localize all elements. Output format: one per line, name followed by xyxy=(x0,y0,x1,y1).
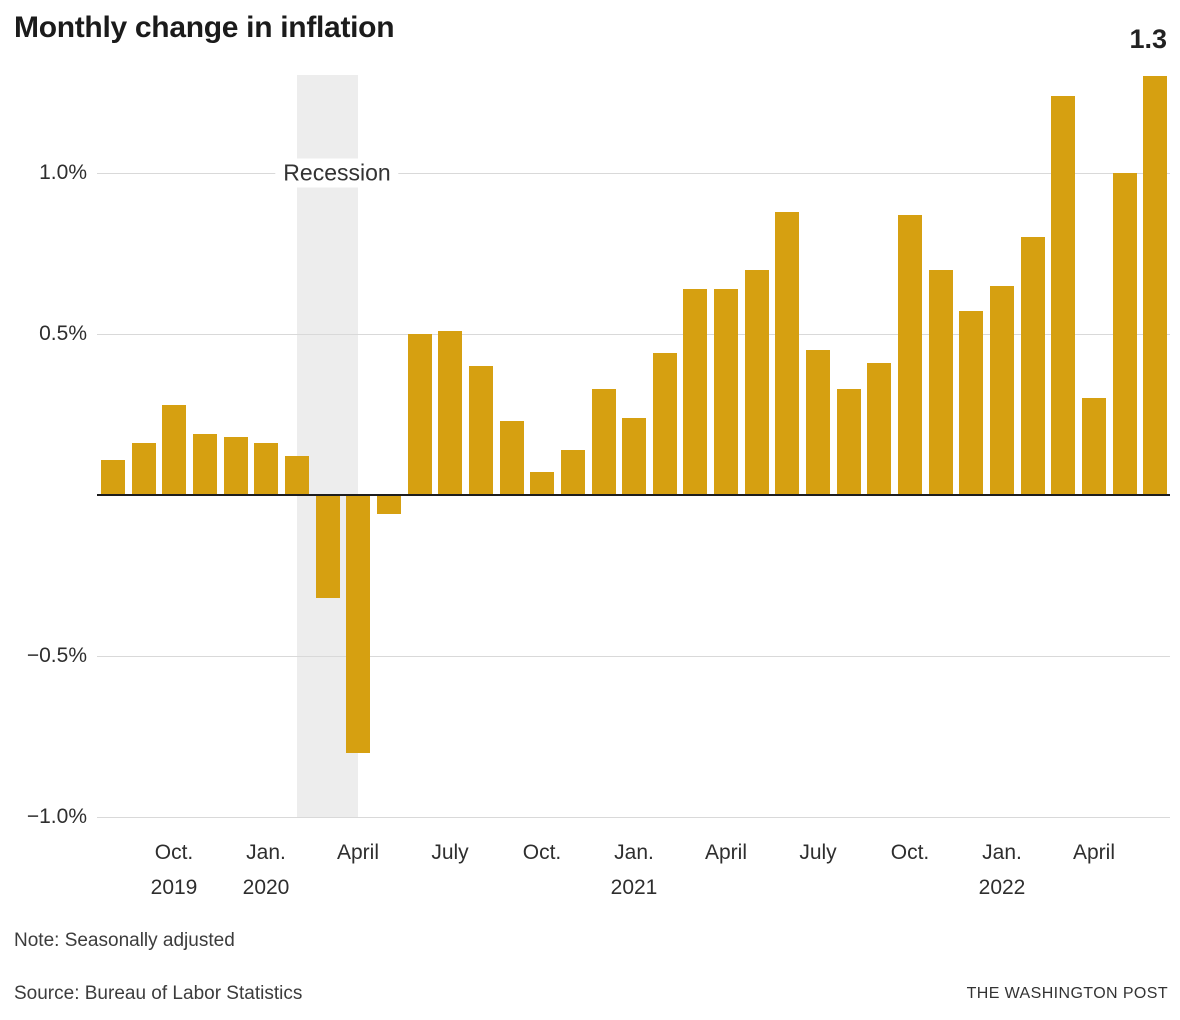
bar xyxy=(408,334,432,495)
x-axis-label: July xyxy=(385,835,515,870)
x-tick-month: July xyxy=(799,841,837,864)
bar xyxy=(959,311,983,495)
chart-title: Monthly change in inflation xyxy=(14,11,395,44)
x-tick-year: 2019 xyxy=(150,876,198,899)
bar xyxy=(530,472,554,495)
bar xyxy=(377,495,401,514)
x-axis-label: Oct. xyxy=(845,835,975,870)
bar xyxy=(622,418,646,495)
x-tick-month: July xyxy=(431,841,469,864)
bar xyxy=(806,350,830,495)
x-axis-label: July xyxy=(753,835,883,870)
x-tick-month: Oct. xyxy=(522,841,562,864)
zero-axis-line xyxy=(97,494,1170,496)
x-tick-month: Oct. xyxy=(890,841,930,864)
x-tick-month: Jan. xyxy=(246,841,286,864)
x-tick-month: Jan. xyxy=(982,841,1022,864)
x-axis-label: Oct. 2019 xyxy=(109,835,239,905)
bar xyxy=(162,405,186,495)
bar xyxy=(1082,398,1106,495)
bar xyxy=(132,443,156,495)
bar xyxy=(775,212,799,495)
bar xyxy=(745,270,769,495)
x-tick-year: 2022 xyxy=(978,876,1026,899)
bar xyxy=(101,460,125,495)
bar xyxy=(193,434,217,495)
x-axis-label: Jan. 2022 xyxy=(937,835,1067,905)
bar xyxy=(592,389,616,495)
bar xyxy=(500,421,524,495)
x-axis-label: Jan. 2020 xyxy=(201,835,331,905)
bar xyxy=(316,495,340,598)
bar xyxy=(438,331,462,495)
bar xyxy=(469,366,493,495)
bar xyxy=(653,353,677,495)
publisher-credit: THE WASHINGTON POST xyxy=(966,985,1168,1002)
chart-source: Source: Bureau of Labor Statistics xyxy=(14,983,303,1004)
x-tick-month: April xyxy=(704,841,747,864)
bar xyxy=(867,363,891,495)
x-axis-label: April xyxy=(1029,835,1159,870)
x-tick-month: Oct. xyxy=(154,841,194,864)
y-axis-label: −1.0% xyxy=(26,805,87,828)
bar xyxy=(285,456,309,495)
gridline xyxy=(97,334,1170,335)
bar xyxy=(929,270,953,495)
bar xyxy=(346,495,370,753)
bar xyxy=(1021,237,1045,495)
gridline xyxy=(97,817,1170,818)
gridline xyxy=(97,656,1170,657)
plot-area: Recession xyxy=(97,75,1170,818)
y-axis-label: 0.5% xyxy=(39,322,87,345)
bar xyxy=(898,215,922,495)
bar xyxy=(714,289,738,495)
x-axis-label: April xyxy=(661,835,791,870)
bar xyxy=(683,289,707,495)
x-axis-label: Oct. xyxy=(477,835,607,870)
bar xyxy=(990,286,1014,495)
y-axis-label: −0.5% xyxy=(26,644,87,667)
recession-label: Recession xyxy=(275,158,399,188)
bar xyxy=(561,450,585,495)
x-tick-month: April xyxy=(1072,841,1115,864)
y-axis-label: 1.0% xyxy=(39,161,87,184)
chart-note: Note: Seasonally adjusted xyxy=(14,930,235,951)
last-value-label: 1.3 xyxy=(1129,24,1167,54)
bar xyxy=(837,389,861,495)
x-tick-year: 2020 xyxy=(242,876,290,899)
bar xyxy=(1051,96,1075,495)
bar xyxy=(224,437,248,495)
x-tick-month: Jan. xyxy=(614,841,654,864)
bar xyxy=(1143,76,1167,495)
x-axis-label: April xyxy=(293,835,423,870)
x-tick-month: April xyxy=(336,841,379,864)
x-axis-label: Jan. 2021 xyxy=(569,835,699,905)
x-tick-year: 2021 xyxy=(610,876,658,899)
gridline xyxy=(97,173,1170,174)
bar xyxy=(1113,173,1137,495)
bar xyxy=(254,443,278,495)
